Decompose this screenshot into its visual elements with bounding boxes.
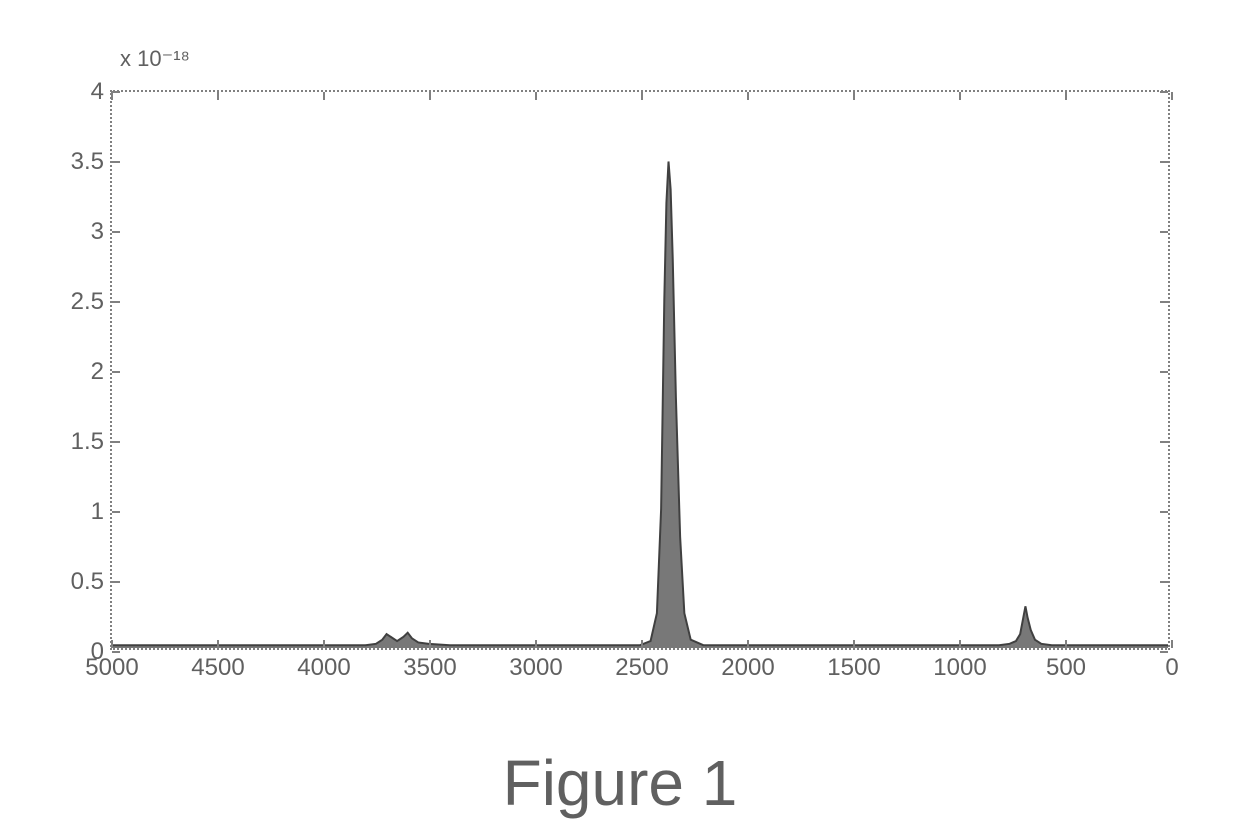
y-tick-mark [1160, 161, 1168, 163]
x-tick-mark [959, 92, 961, 100]
y-tick-mark [112, 301, 120, 303]
x-tick-mark [1065, 640, 1067, 648]
y-tick-label: 2.5 [71, 288, 104, 316]
y-tick-mark [112, 161, 120, 163]
y-tick-mark [1160, 371, 1168, 373]
x-tick-mark [323, 640, 325, 648]
x-tick-label: 2000 [721, 654, 774, 682]
x-tick-mark [323, 92, 325, 100]
x-tick-mark [429, 92, 431, 100]
x-tick-mark [535, 640, 537, 648]
y-tick-mark [112, 511, 120, 513]
x-tick-label: 3500 [403, 654, 456, 682]
x-tick-label: 1000 [933, 654, 986, 682]
x-tick-mark [1171, 92, 1173, 100]
y-tick-mark [1160, 441, 1168, 443]
x-tick-label: 4000 [297, 654, 350, 682]
y-tick-mark [112, 371, 120, 373]
plot-area: 00.511.522.533.5450004500400035003000250… [110, 90, 1170, 650]
x-tick-mark [217, 640, 219, 648]
x-tick-mark [641, 640, 643, 648]
x-tick-label: 500 [1046, 654, 1086, 682]
y-tick-mark [112, 231, 120, 233]
x-tick-mark [111, 640, 113, 648]
y-tick-mark [1160, 651, 1168, 653]
x-tick-label: 2500 [615, 654, 668, 682]
y-tick-label: 0.5 [71, 568, 104, 596]
y-tick-label: 1.5 [71, 428, 104, 456]
y-tick-label: 4 [91, 78, 104, 106]
x-tick-mark [641, 92, 643, 100]
y-tick-mark [1160, 301, 1168, 303]
x-tick-mark [1065, 92, 1067, 100]
x-tick-mark [853, 92, 855, 100]
y-tick-mark [1160, 231, 1168, 233]
y-tick-mark [112, 91, 120, 93]
y-exponent-label: x 10⁻¹⁸ [120, 46, 190, 72]
y-tick-mark [1160, 511, 1168, 513]
y-tick-mark [112, 441, 120, 443]
x-tick-label: 1500 [827, 654, 880, 682]
y-tick-mark [112, 651, 120, 653]
y-tick-label: 2 [91, 358, 104, 386]
x-tick-mark [853, 640, 855, 648]
spectrum-line [112, 92, 1168, 648]
x-tick-mark [535, 92, 537, 100]
x-tick-label: 4500 [191, 654, 244, 682]
x-tick-mark [111, 92, 113, 100]
y-tick-label: 1 [91, 498, 104, 526]
x-tick-mark [747, 92, 749, 100]
chart-container: x 10⁻¹⁸ 00.511.522.533.54500045004000350… [80, 30, 1180, 690]
x-tick-mark [959, 640, 961, 648]
y-tick-mark [112, 581, 120, 583]
x-tick-mark [1171, 640, 1173, 648]
x-tick-mark [217, 92, 219, 100]
x-tick-label: 3000 [509, 654, 562, 682]
y-tick-label: 3.5 [71, 148, 104, 176]
figure-caption: Figure 1 [503, 746, 738, 820]
y-tick-mark [1160, 91, 1168, 93]
y-tick-mark [1160, 581, 1168, 583]
x-tick-label: 0 [1165, 654, 1178, 682]
x-tick-mark [747, 640, 749, 648]
x-tick-label: 5000 [85, 654, 138, 682]
x-tick-mark [429, 640, 431, 648]
y-tick-label: 3 [91, 218, 104, 246]
